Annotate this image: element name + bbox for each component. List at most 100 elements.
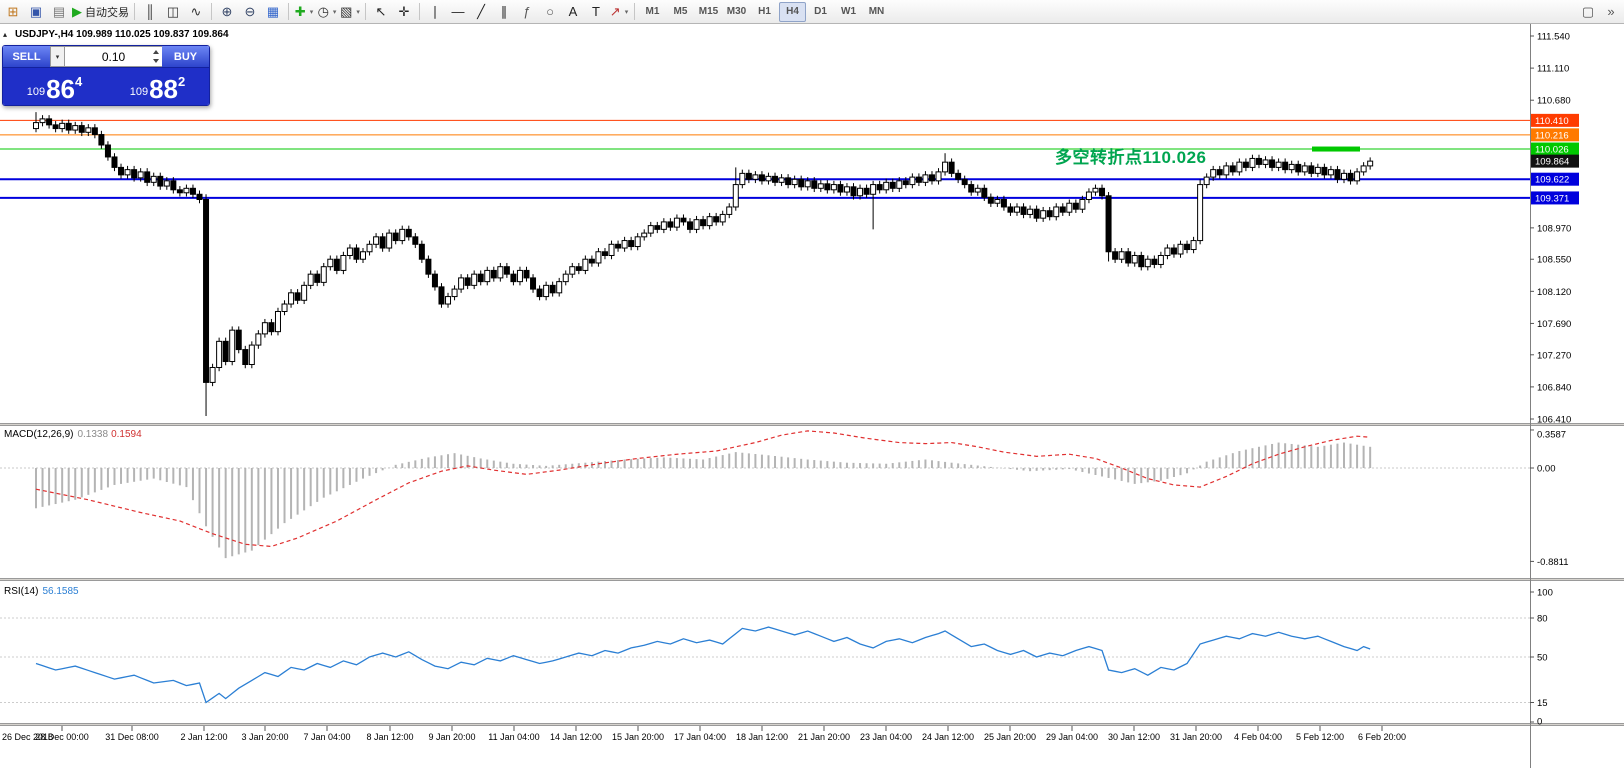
rsi-axis-label: 15 bbox=[1537, 698, 1548, 709]
time-axis-label: 17 Jan 04:00 bbox=[674, 732, 726, 742]
price-level-label bbox=[1531, 113, 1579, 127]
time-axis-label: 2 Jan 12:00 bbox=[180, 732, 227, 742]
price-axis-label: 108.970 bbox=[1537, 223, 1571, 234]
label-icon[interactable]: T bbox=[585, 2, 607, 22]
autotrading-button[interactable]: ▶ 自动交易 bbox=[71, 2, 130, 22]
rsi-axis-label: 80 bbox=[1537, 614, 1548, 625]
candlestick-chart-icon[interactable]: ◫ bbox=[162, 2, 184, 22]
rsi-indicator-header: RSI(14) 56.1585 bbox=[4, 586, 79, 597]
time-axis-label: 21 Jan 20:00 bbox=[798, 732, 850, 742]
time-axis-label: 14 Jan 12:00 bbox=[550, 732, 602, 742]
sell-price-figure: 109 bbox=[26, 86, 46, 98]
chart-canvas[interactable]: 111.540 111.110 110.680 108.970 108.550 108.1… bbox=[0, 24, 1624, 768]
channel-icon[interactable]: ∥ bbox=[493, 2, 515, 22]
toolbar-separator bbox=[419, 3, 420, 20]
line-chart-icon[interactable]: ∿ bbox=[185, 2, 207, 22]
toolbar-separator bbox=[288, 3, 289, 20]
price-level-label-text: 109.371 bbox=[1535, 193, 1569, 204]
time-axis-label: 23 Jan 04:00 bbox=[860, 732, 912, 742]
sell-button[interactable]: SELL bbox=[3, 46, 50, 67]
indicator-level-lines bbox=[0, 467, 1530, 703]
time-axis-label: 29 Jan 04:00 bbox=[1046, 732, 1098, 742]
sell-price-pips: 86 bbox=[46, 74, 76, 105]
sell-price[interactable]: 109 86 4 bbox=[3, 68, 106, 105]
price-axis-label: 108.550 bbox=[1537, 255, 1571, 266]
price-axis-label: 111.110 bbox=[1537, 64, 1569, 75]
price-axis[interactable]: 111.540 111.110 110.680 108.970 108.550 108.1… bbox=[1530, 24, 1579, 768]
price-level-lines[interactable] bbox=[0, 119, 1530, 199]
timeframe-h4[interactable]: H4 bbox=[779, 1, 806, 22]
templates-icon[interactable]: ▧ ▾ bbox=[339, 2, 361, 22]
toolbar-separator bbox=[365, 3, 366, 20]
profiles-icon[interactable]: ▤ bbox=[48, 2, 70, 22]
pivot-annotation[interactable]: 多空转折点110.026 bbox=[1055, 148, 1207, 167]
pane-splitter[interactable] bbox=[0, 723, 1624, 726]
new-order-icon[interactable]: ⊞ bbox=[2, 2, 24, 22]
buy-price[interactable]: 109 88 2 bbox=[106, 68, 209, 105]
candlestick-series[interactable] bbox=[33, 112, 1374, 417]
toolbar-overflow-icon[interactable]: » bbox=[1600, 2, 1622, 22]
pane-splitter[interactable] bbox=[0, 578, 1624, 581]
price-level-label-text: 110.026 bbox=[1535, 145, 1569, 156]
price-axis-label: 106.410 bbox=[1537, 415, 1571, 426]
zoom-out-icon[interactable]: ⊖ bbox=[239, 2, 261, 22]
timeframe-m1[interactable]: M1 bbox=[639, 2, 666, 22]
horizontal-line-icon[interactable]: ― bbox=[447, 2, 469, 22]
timeframe-w1[interactable]: W1 bbox=[835, 2, 862, 22]
crosshair-icon[interactable]: ✛ bbox=[393, 2, 415, 22]
new-window-icon[interactable]: ▢ bbox=[1577, 2, 1599, 22]
time-axis-label: 31 Dec 08:00 bbox=[105, 732, 159, 742]
volume-spinner[interactable] bbox=[150, 48, 161, 65]
pivot-highlight-segment[interactable] bbox=[1312, 146, 1360, 152]
time-axis-label: 5 Feb 12:00 bbox=[1296, 732, 1344, 742]
tile-windows-icon[interactable]: ▦ bbox=[262, 2, 284, 22]
time-axis-label: 15 Jan 20:00 bbox=[612, 732, 664, 742]
time-axis-label: 26 Dec 2018 bbox=[2, 732, 53, 742]
arrows-icon[interactable]: ↗ ▾ bbox=[608, 2, 630, 22]
sell-price-fraction: 4 bbox=[75, 74, 83, 89]
time-axis-label: 18 Jan 12:00 bbox=[736, 732, 788, 742]
timeframe-h1[interactable]: H1 bbox=[751, 2, 778, 22]
fibonacci-icon[interactable]: ƒ bbox=[516, 2, 538, 22]
buy-button[interactable]: BUY bbox=[162, 46, 209, 67]
one-click-controls: SELL ▾ 0.10 BUY bbox=[3, 46, 209, 68]
shapes-icon[interactable]: ○ bbox=[539, 2, 561, 22]
timeframe-mn[interactable]: MN bbox=[863, 2, 890, 22]
volume-value: 0.10 bbox=[101, 49, 126, 64]
chart-background bbox=[0, 24, 1624, 768]
volume-field[interactable]: 0.10 bbox=[65, 46, 162, 67]
buy-price-fraction: 2 bbox=[178, 74, 186, 89]
rsi-axis-label: 0 bbox=[1537, 717, 1542, 728]
timeframe-m5[interactable]: M5 bbox=[667, 2, 694, 22]
charts-icon[interactable]: ▣ bbox=[25, 2, 47, 22]
time-axis-label: 31 Jan 20:00 bbox=[1170, 732, 1222, 742]
price-level-label bbox=[1531, 191, 1579, 205]
order-type-dropdown[interactable]: ▾ bbox=[50, 46, 65, 67]
toolbar-separator bbox=[634, 3, 635, 20]
bar-chart-icon[interactable]: ║ bbox=[139, 2, 161, 22]
timeframe-m30[interactable]: M30 bbox=[723, 2, 750, 22]
vertical-line-icon[interactable]: ∣ bbox=[424, 2, 446, 22]
spinner-up-icon[interactable] bbox=[152, 50, 159, 54]
time-axis-label: 3 Jan 20:00 bbox=[241, 732, 288, 742]
indicators-icon[interactable]: ✚ ▾ bbox=[293, 2, 315, 22]
rsi-series bbox=[35, 626, 1371, 704]
timeframe-d1[interactable]: D1 bbox=[807, 2, 834, 22]
spinner-down-icon[interactable] bbox=[152, 59, 159, 63]
price-axis-label: 111.540 bbox=[1537, 32, 1570, 43]
pane-splitter[interactable] bbox=[0, 423, 1624, 426]
trendline-icon[interactable]: ╱ bbox=[470, 2, 492, 22]
cursor-icon[interactable]: ↖ bbox=[370, 2, 392, 22]
one-click-collapse-icon[interactable]: ▴ bbox=[3, 30, 8, 39]
time-axis-label: 24 Jan 12:00 bbox=[922, 732, 974, 742]
text-icon[interactable]: A bbox=[562, 2, 584, 22]
price-level-label bbox=[1531, 128, 1579, 142]
time-axis-label: 8 Jan 12:00 bbox=[366, 732, 413, 742]
timeframe-m15[interactable]: M15 bbox=[695, 2, 722, 22]
zoom-in-icon[interactable]: ⊕ bbox=[216, 2, 238, 22]
periods-icon[interactable]: ◷ ▾ bbox=[316, 2, 338, 22]
one-click-trading-panel: SELL ▾ 0.10 BUY 109 86 4 109 88 2 bbox=[2, 45, 210, 106]
macd-indicator-header: MACD(12,26,9) 0.1338 0.1594 bbox=[4, 429, 142, 440]
